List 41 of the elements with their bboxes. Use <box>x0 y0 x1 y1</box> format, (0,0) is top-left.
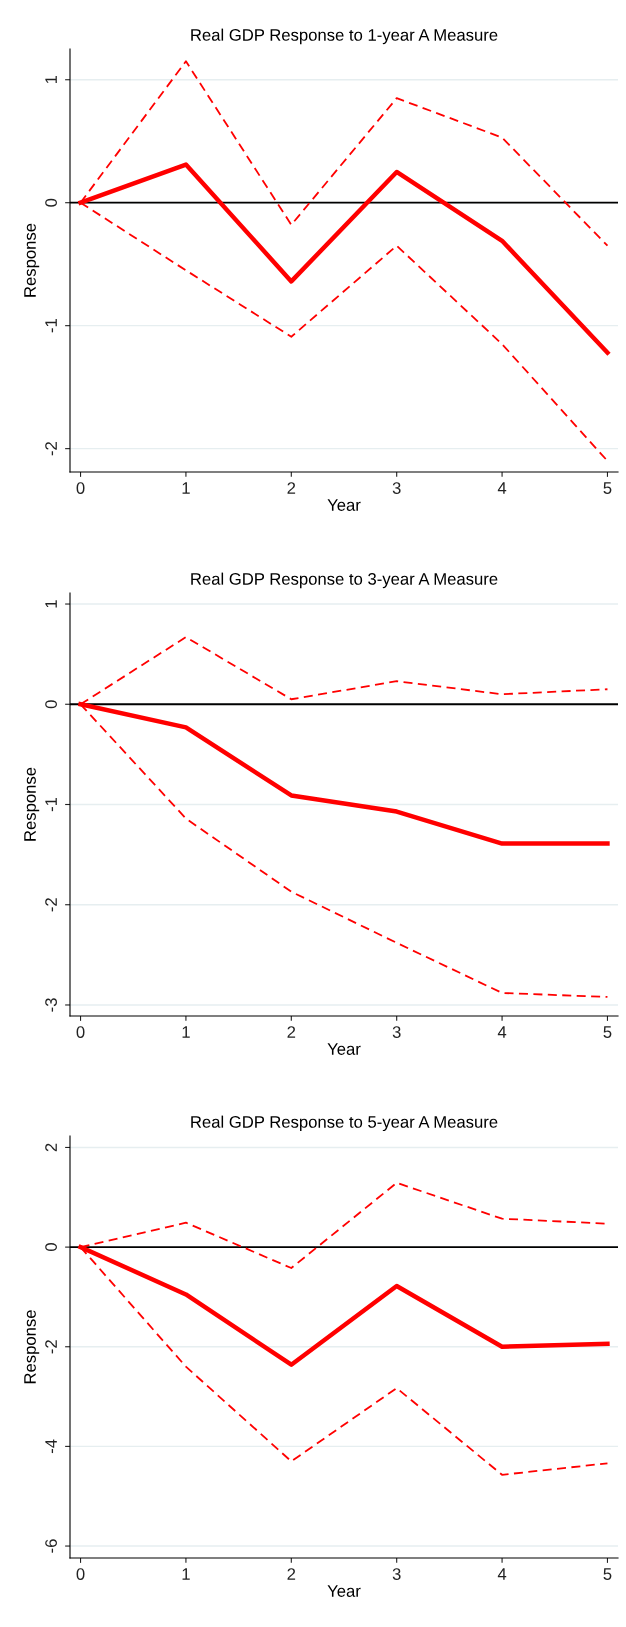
chart-title: Real GDP Response to 3-year A Measure <box>191 572 498 589</box>
y-tick-label: -1 <box>45 797 57 812</box>
y-axis-title: Response <box>24 223 40 297</box>
x-tick-label: 2 <box>287 1568 296 1580</box>
x-axis-title: Year <box>327 499 361 511</box>
x-tick-label: 4 <box>497 1026 507 1038</box>
y-tick-label: -2 <box>45 898 57 912</box>
x-tick-label: 1 <box>182 1026 190 1038</box>
y-tick-label: 2 <box>45 1143 57 1152</box>
x-axis-title: Year <box>327 1585 361 1597</box>
x-tick-label: 0 <box>76 482 85 494</box>
y-tick-label: -2 <box>45 1340 57 1354</box>
y-tick-label: -3 <box>45 998 57 1012</box>
x-tick-label: 2 <box>287 1026 296 1038</box>
y-tick-label: -2 <box>45 442 57 456</box>
y-tick-label: -6 <box>45 1539 57 1553</box>
x-tick-label: 0 <box>76 1568 85 1580</box>
x-tick-label: 5 <box>603 1026 612 1038</box>
y-tick-label: -1 <box>45 319 57 333</box>
y-tick-label: 0 <box>45 1243 57 1252</box>
y-tick-label: 1 <box>45 75 57 84</box>
y-tick-label: 1 <box>45 600 57 608</box>
x-tick-label: 3 <box>392 1568 401 1580</box>
y-tick-label: 0 <box>45 198 57 207</box>
x-tick-label: 5 <box>603 482 612 494</box>
x-axis-title: Year <box>327 1043 361 1055</box>
x-tick-label: 3 <box>392 482 401 494</box>
x-tick-label: 5 <box>603 1568 612 1580</box>
x-tick-label: 3 <box>392 1026 401 1038</box>
y-axis-title: Response <box>24 1310 40 1384</box>
x-tick-label: 4 <box>497 482 507 494</box>
y-tick-label: -4 <box>45 1439 57 1454</box>
x-tick-label: 2 <box>287 482 296 494</box>
x-tick-label: 1 <box>182 482 190 494</box>
chart-title: Real GDP Response to 5-year A Measure <box>191 1115 498 1132</box>
y-tick-label: 0 <box>45 700 57 709</box>
x-tick-label: 0 <box>76 1026 85 1038</box>
x-tick-label: 1 <box>182 1568 190 1580</box>
y-axis-title: Response <box>24 767 40 841</box>
chart-title: Real GDP Response to 1-year A Measure <box>191 28 498 45</box>
x-tick-label: 4 <box>497 1568 507 1580</box>
